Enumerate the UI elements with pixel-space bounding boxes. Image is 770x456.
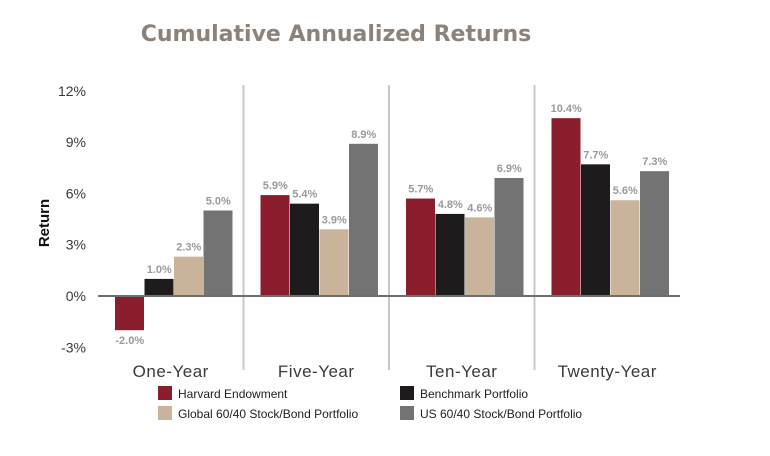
- data-label: 5.7%: [408, 184, 433, 196]
- chart-title: Cumulative Annualized Returns: [141, 22, 531, 47]
- data-label: -2.0%: [115, 335, 144, 347]
- bar: [290, 203, 319, 296]
- category-label: Five-Year: [278, 362, 355, 381]
- data-label: 4.6%: [467, 202, 492, 214]
- data-label: 7.7%: [583, 149, 608, 161]
- category-label: Ten-Year: [426, 362, 497, 381]
- data-label: 5.4%: [292, 189, 317, 201]
- bar: [435, 213, 465, 296]
- bar: [551, 118, 581, 296]
- legend: Harvard Endowment Benchmark Portfolio Glob…: [158, 386, 582, 421]
- bar: [581, 164, 610, 296]
- category-separators: [242, 85, 536, 370]
- bar: [174, 256, 203, 296]
- bar: [144, 278, 174, 296]
- bar: [640, 171, 669, 296]
- legend-label: US 60/40 Stock/Bond Portfolio: [420, 407, 582, 421]
- data-label: 5.9%: [263, 180, 288, 192]
- bar: [406, 198, 435, 296]
- data-label: 2.3%: [176, 242, 201, 254]
- data-labels: -2.0% 1.0% 2.3% 5.0% 5.9% 5.4% 3.9% 8.9% 5.7% 4.8…: [115, 103, 667, 347]
- data-label: 8.9%: [351, 129, 376, 141]
- bar: [260, 195, 290, 296]
- data-label: 5.6%: [613, 185, 638, 197]
- legend-swatch: [158, 386, 172, 400]
- category-labels: One-Year Five-Year Ten-Year Twenty-Year: [133, 362, 657, 381]
- data-label: 4.8%: [438, 199, 463, 211]
- y-tick-label: 6%: [66, 185, 86, 201]
- data-label: 3.9%: [322, 214, 347, 226]
- bar: [465, 217, 494, 296]
- bars: [115, 118, 669, 331]
- y-axis-label: Return: [36, 199, 53, 247]
- bar: [494, 178, 524, 296]
- legend-swatch: [400, 386, 414, 400]
- y-tick-label: 12%: [58, 83, 86, 99]
- bar: [610, 200, 640, 296]
- bar: [203, 210, 233, 296]
- bar: [319, 229, 349, 296]
- y-tick-label: 3%: [66, 237, 86, 253]
- data-label: 6.9%: [497, 163, 522, 175]
- legend-swatch: [400, 406, 414, 420]
- category-label: Twenty-Year: [558, 362, 657, 381]
- data-label: 7.3%: [642, 156, 667, 168]
- legend-label: Global 60/40 Stock/Bond Portfolio: [178, 407, 358, 421]
- legend-swatch: [158, 406, 172, 420]
- category-label: One-Year: [133, 362, 209, 381]
- bar: [115, 296, 144, 331]
- data-label: 1.0%: [147, 264, 172, 276]
- y-axis-ticks: 12% 9% 6% 3% 0% -3%: [58, 83, 86, 355]
- legend-label: Harvard Endowment: [178, 387, 288, 401]
- data-label: 10.4%: [551, 103, 582, 115]
- y-tick-label: -3%: [61, 339, 86, 355]
- bar: [349, 143, 378, 296]
- y-tick-label: 0%: [66, 288, 86, 304]
- data-label: 5.0%: [206, 196, 231, 208]
- y-tick-label: 9%: [66, 134, 86, 150]
- legend-label: Benchmark Portfolio: [420, 387, 528, 401]
